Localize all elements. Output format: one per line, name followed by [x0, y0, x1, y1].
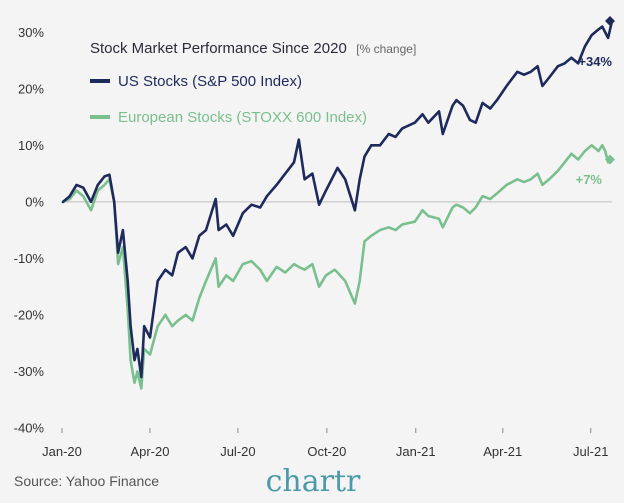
y-tick-label: 0%: [25, 194, 44, 209]
x-tick-label: Oct-20: [307, 444, 346, 459]
series-line-us-stocks: [61, 19, 614, 379]
series-layer: [61, 19, 614, 390]
end-label-us-stocks: +34%: [578, 54, 612, 69]
source-note: Source: Yahoo Finance: [14, 473, 159, 489]
legend-label-us: US Stocks (S&P 500 Index): [118, 73, 302, 90]
brand-logo: chartr: [266, 464, 361, 499]
chart-title: Stock Market Performance Since 2020 [% c…: [90, 40, 416, 57]
legend-label-europe: European Stocks (STOXX 600 Index): [118, 109, 367, 126]
y-tick-label: -20%: [14, 307, 45, 322]
end-marker-us-stocks: [605, 15, 615, 26]
y-tick-label: -10%: [14, 251, 45, 266]
series-line-european-stocks: [61, 144, 614, 390]
end-marker-european-stocks: [605, 154, 615, 165]
end-markers: +34% +7%: [576, 15, 615, 187]
x-tick-label: Jul-20: [220, 444, 255, 459]
y-axis: 30% 20% 10% 0% -10% -20% -30% -40%: [14, 25, 45, 436]
x-tick-label: Apr-20: [130, 444, 169, 459]
y-tick-label: 20%: [18, 81, 44, 96]
x-tick-label: Jul-21: [573, 444, 608, 459]
y-tick-label: 30%: [18, 25, 44, 40]
legend: US Stocks (S&P 500 Index) European Stock…: [90, 73, 367, 126]
x-axis: Jan-20 Apr-20 Jul-20 Oct-20 Jan-21 Apr-21 Jul-…: [42, 428, 608, 459]
y-tick-label: -30%: [14, 364, 45, 379]
x-tick-label: Apr-21: [483, 444, 522, 459]
y-tick-label: 10%: [18, 138, 44, 153]
chart-title-text: Stock Market Performance Since 2020: [90, 40, 347, 57]
x-tick-label: Jan-20: [42, 444, 82, 459]
end-label-european-stocks: +7%: [576, 172, 603, 187]
chart-title-unit: [% change]: [356, 42, 416, 56]
x-tick-label: Jan-21: [396, 444, 436, 459]
y-tick-label: -40%: [14, 421, 45, 436]
